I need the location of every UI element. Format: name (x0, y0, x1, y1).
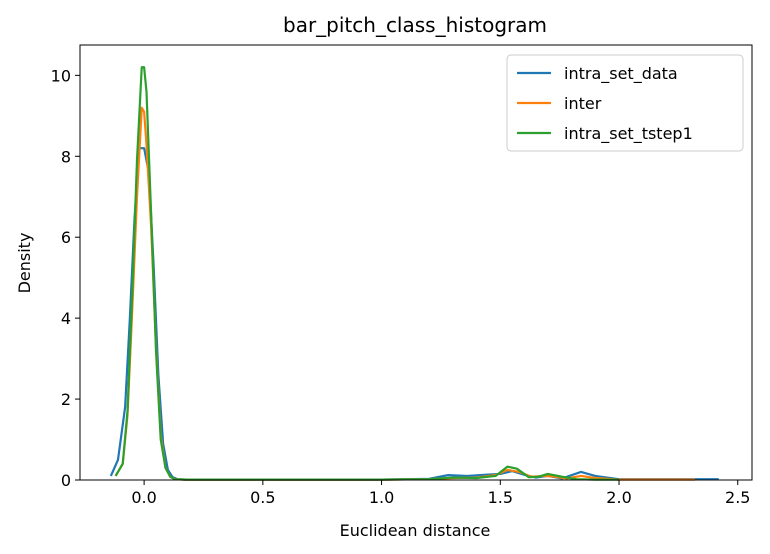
series-line-1 (114, 106, 696, 481)
y-tick-label: 2 (61, 390, 71, 409)
y-tick-label: 4 (61, 309, 71, 328)
x-axis: 0.0 0.5 1.0 1.5 2.0 2.5 (131, 480, 750, 507)
legend-box (506, 54, 744, 152)
x-tick-label: 2.0 (606, 488, 631, 507)
legend-label: intra_set_tstep1 (564, 124, 693, 144)
x-tick-label: 0.5 (250, 488, 275, 507)
y-tick-label: 0 (61, 471, 71, 490)
legend-label: inter (564, 94, 602, 113)
y-tick-label: 8 (61, 147, 71, 166)
x-axis-label: Euclidean distance (340, 521, 491, 540)
y-axis-label: Density (15, 233, 34, 294)
y-tick-label: 10 (51, 66, 71, 85)
x-tick-label: 1.5 (488, 488, 513, 507)
x-tick-label: 1.0 (369, 488, 394, 507)
legend-label: intra_set_data (564, 64, 678, 84)
y-axis: 0 2 4 6 8 10 (51, 66, 80, 490)
chart-title: bar_pitch_class_histogram (283, 13, 547, 37)
plot-frame (79, 44, 753, 481)
y-tick-label: 6 (61, 228, 71, 247)
series-line-0 (109, 147, 719, 481)
x-tick-label: 0.0 (131, 488, 156, 507)
x-tick-label: 2.5 (725, 488, 750, 507)
